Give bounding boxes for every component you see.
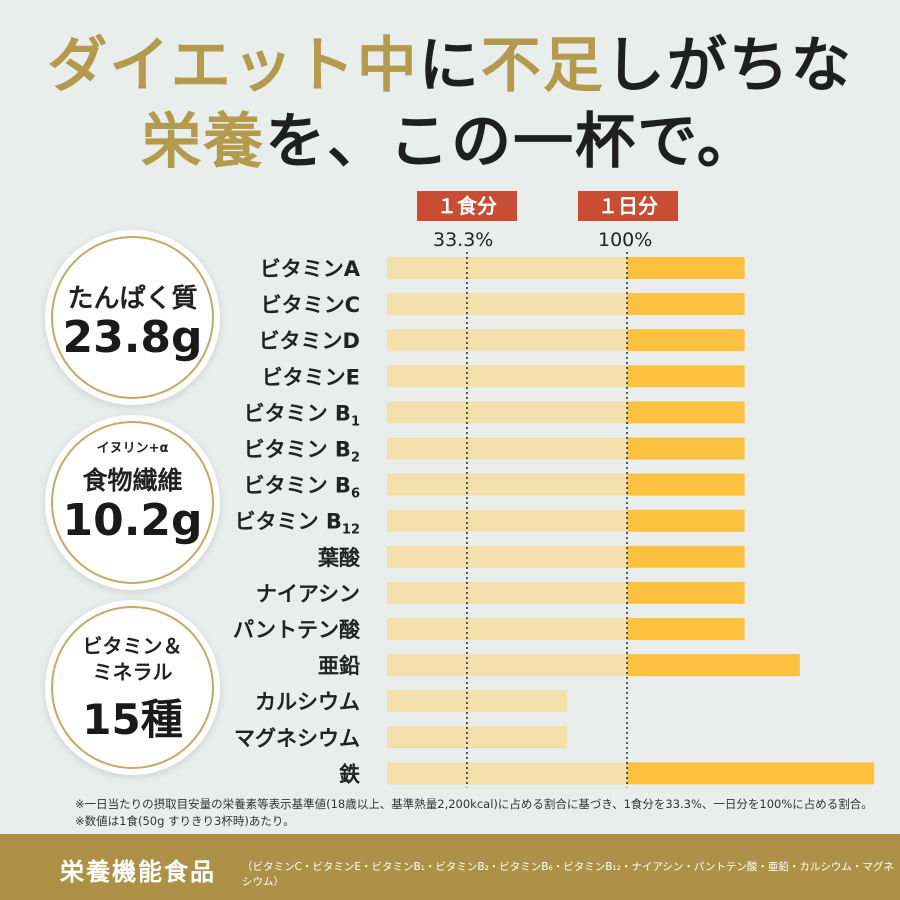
bar-segment-below-100: [387, 509, 627, 532]
bar-segment-above-100: [627, 293, 745, 316]
bar-segment-below-100: [387, 365, 627, 388]
vitamin-mineral-value: 15種: [82, 695, 183, 744]
protein-value: 23.8g: [62, 312, 203, 363]
category-label: ビタミンD: [259, 329, 360, 353]
vitamin-mineral-circle: ビタミン＆ ミネラル 15種: [45, 600, 220, 775]
category-label: ビタミンA: [260, 257, 361, 281]
bar-segment-above-100: [627, 581, 745, 604]
bar-segment-above-100: [627, 257, 745, 279]
per-day-percent: 100%: [598, 229, 653, 251]
bar-segment-above-100: [627, 762, 875, 785]
bar-segment-above-100: [627, 401, 745, 424]
bar-segment-above-100: [627, 618, 745, 640]
vitamin-mineral-label-1: ビタミン＆: [82, 634, 183, 658]
headline-line-1: ダイエット中に不足しがちな: [0, 36, 900, 96]
category-label: 亜鉛: [318, 654, 360, 678]
bar-segment-below-100: [387, 293, 627, 316]
fiber-circle: イヌリン+α 食物繊維 10.2g: [45, 415, 220, 590]
protein-label: たんぱく質: [67, 284, 198, 314]
per-meal-tag: １食分: [417, 191, 517, 221]
bar-segment-below-100: [387, 762, 627, 785]
circle-ring: [51, 606, 214, 769]
category-label: 鉄: [339, 762, 360, 786]
bar-segment-below-100: [387, 257, 627, 279]
category-label: ビタミン B2: [244, 438, 360, 466]
bar-segment-below-100: [387, 545, 627, 568]
circle-ring: [51, 421, 214, 584]
bar-segment-above-100: [627, 545, 745, 568]
headline-part: 栄養: [141, 107, 266, 177]
footnote-1: ※一日当たりの摂取目安量の栄養素等表示基準値(18歳以上、基準熱量2,200kc…: [75, 797, 873, 811]
category-label: ビタミンE: [262, 365, 360, 389]
bar-segment-above-100: [627, 654, 800, 677]
bar-segment-above-100: [627, 329, 745, 352]
bar-segment-below-100: [387, 401, 627, 424]
category-label: ナイアシン: [256, 582, 360, 606]
category-label: マグネシウム: [234, 726, 360, 750]
footer-bar: 栄養機能食品 （ビタミンC・ビタミンE・ビタミンB₁・ビタミンB₂・ビタミンB₆…: [0, 834, 900, 900]
bar-segment-below-100: [387, 329, 627, 352]
bar-segment-below-100: [387, 726, 567, 749]
fiber-value: 10.2g: [62, 495, 203, 546]
bar-segment-above-100: [627, 365, 745, 388]
headline-line-2: 栄養を、この一杯で。: [0, 112, 900, 172]
fiber-sublabel: イヌリン+α: [96, 441, 169, 456]
headline-part: ダイエット中: [47, 31, 419, 101]
bar-segment-below-100: [387, 437, 627, 460]
category-label: パントテン酸: [233, 618, 361, 642]
footer-nutrient-list: （ビタミンC・ビタミンE・ビタミンB₁・ビタミンB₂・ビタミンB₆・ビタミンB₁…: [242, 861, 894, 888]
category-label: ビタミン B12: [235, 510, 360, 538]
circle-ring: [51, 236, 214, 399]
footer-title: 栄養機能食品: [60, 858, 216, 886]
bar-segment-above-100: [627, 473, 745, 496]
headline-part: に: [418, 31, 481, 101]
bar-segment-below-100: [387, 618, 627, 640]
bar-segment-below-100: [387, 581, 627, 604]
headline-part: を、この一杯で。: [265, 107, 759, 177]
footnote-2: ※数値は1食(50g すりきり3杯時)あたり。: [75, 814, 295, 828]
category-label: 葉酸: [317, 546, 361, 570]
headline-part: 不足: [480, 31, 605, 101]
category-label: ビタミン B1: [244, 401, 360, 429]
bar-segment-below-100: [387, 654, 627, 677]
headline-part: しがちな: [604, 31, 853, 101]
category-label: カルシウム: [255, 690, 360, 714]
per-day-tag: １日分: [578, 191, 678, 221]
bar-segment-above-100: [627, 509, 745, 532]
bar-segment-above-100: [627, 437, 745, 460]
protein-circle: たんぱく質 23.8g: [45, 230, 220, 405]
vitamin-mineral-label-2: ミネラル: [92, 660, 173, 684]
category-label: ビタミンC: [261, 293, 360, 317]
per-meal-percent: 33.3%: [433, 229, 494, 251]
bar-segment-below-100: [387, 690, 567, 713]
category-label: ビタミン B6: [244, 474, 360, 502]
fiber-label: 食物繊維: [82, 466, 183, 495]
bar-segment-below-100: [387, 473, 627, 496]
